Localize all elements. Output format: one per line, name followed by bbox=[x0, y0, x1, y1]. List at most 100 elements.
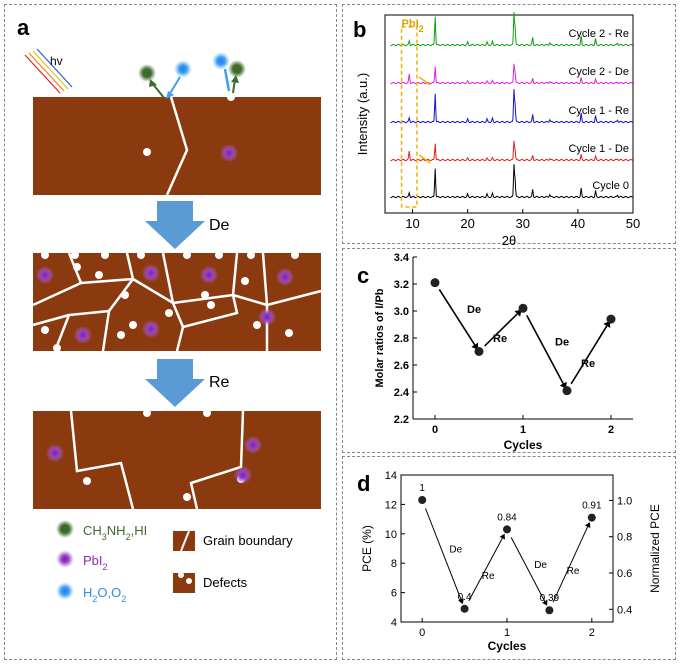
x-axis-label: Cycles bbox=[488, 639, 527, 653]
point-label: 0.84 bbox=[497, 512, 517, 523]
y-tick-label: 10 bbox=[385, 529, 397, 541]
trend-arrow bbox=[438, 288, 476, 346]
arrow-label: Re bbox=[493, 333, 507, 345]
xrd-chart: b 10 20 30 40 50 2θ Intensity (a.u.) Cycle 0 Cyc… bbox=[353, 12, 640, 248]
pbi2-highlight-box bbox=[400, 26, 418, 208]
h2o-o2-molecule bbox=[174, 60, 192, 78]
film-block-recovered bbox=[33, 411, 321, 509]
ch3nh2-hi-molecule bbox=[228, 60, 246, 78]
panel-b: b 10 20 30 40 50 2θ Intensity (a.u.) Cycle 0 Cyc… bbox=[342, 4, 676, 248]
arrow-label: De bbox=[534, 560, 547, 571]
series-label: Cycle 0 bbox=[592, 180, 629, 192]
defect-dot bbox=[143, 148, 151, 156]
arrow-head bbox=[542, 599, 548, 606]
grain-boundary bbox=[165, 96, 189, 196]
panel-d: d 4 6 8 10 12 14 0.4 0.6 0.8 1.0 0 1 2 Cycles PCE (%) N… bbox=[342, 456, 676, 660]
arrow-label: Re bbox=[567, 566, 580, 577]
pbi2-particle bbox=[46, 444, 64, 462]
series-label: Cycle 1 - De bbox=[568, 143, 629, 155]
film-block-initial bbox=[33, 97, 321, 195]
point-label: 1 bbox=[419, 483, 425, 494]
y2-tick-label: 0.4 bbox=[617, 604, 632, 616]
y-tick-label: 2.6 bbox=[394, 360, 409, 372]
xrd-series-line bbox=[390, 140, 633, 162]
x-tick-label: 1 bbox=[504, 627, 510, 639]
arrow-label: Re bbox=[581, 358, 595, 370]
x-tick-label: 40 bbox=[571, 216, 585, 231]
x-tick-label: 30 bbox=[516, 216, 530, 231]
y-tick-label: 3.2 bbox=[394, 279, 409, 291]
legend-grain-label: Grain boundary bbox=[203, 533, 293, 548]
y-tick-label: 6 bbox=[391, 588, 397, 600]
legend-ch3-label: CH3NH2,HI bbox=[83, 523, 147, 542]
process-arrow bbox=[145, 201, 205, 249]
y-tick-label: 14 bbox=[385, 470, 397, 482]
x-tick-label: 10 bbox=[405, 216, 419, 231]
x-tick-label: 2 bbox=[589, 627, 595, 639]
trend-arrow bbox=[552, 526, 589, 603]
data-point bbox=[418, 495, 427, 504]
x-axis-label: 2θ bbox=[502, 233, 516, 245]
arrow-label: De bbox=[467, 304, 481, 316]
pbi2-particle bbox=[234, 466, 252, 484]
x-tick-label: 2 bbox=[608, 424, 614, 436]
y-axis-label: Molar ratios of I/Pb bbox=[374, 288, 386, 387]
x-tick-label: 20 bbox=[460, 216, 474, 231]
data-point bbox=[545, 606, 554, 615]
y-tick-label: 12 bbox=[385, 499, 397, 511]
molar-ratio-chart: c 2.2 2.4 2.6 2.8 3.0 3.2 3.4 0 1 2 Cycles Molar ra… bbox=[357, 252, 633, 452]
arrow-label: Re bbox=[482, 571, 495, 582]
arrow-head bbox=[584, 522, 591, 528]
panel-b-letter: b bbox=[353, 17, 366, 42]
x-axis-label: Cycles bbox=[504, 438, 543, 452]
arrow-label: De bbox=[555, 336, 569, 348]
data-point bbox=[503, 525, 511, 534]
arrow-head bbox=[499, 533, 505, 540]
y2-tick-label: 0.8 bbox=[617, 532, 632, 544]
legend-defects-label: Defects bbox=[203, 575, 248, 590]
panel-c-letter: c bbox=[357, 263, 369, 288]
y2-tick-label: 0.6 bbox=[617, 568, 632, 580]
panel-c: c 2.2 2.4 2.6 2.8 3.0 3.2 3.4 0 1 2 Cycles Molar ra… bbox=[342, 248, 676, 453]
pbi2-particle bbox=[220, 144, 238, 162]
trend-arrow bbox=[484, 313, 518, 347]
legend-defects-icon bbox=[173, 573, 195, 593]
y2-tick-label: 1.0 bbox=[617, 495, 632, 507]
y-axis-label: PCE (%) bbox=[360, 525, 374, 572]
y-tick-label: 2.4 bbox=[394, 387, 410, 399]
defect-dot bbox=[227, 93, 235, 101]
y-tick-label: 3.0 bbox=[394, 306, 409, 318]
y-tick-label: 2.8 bbox=[394, 333, 409, 345]
xrd-series-line bbox=[390, 63, 633, 85]
pbi2-pointer-arrow bbox=[418, 76, 431, 86]
panel-d-letter: d bbox=[357, 471, 370, 496]
data-point bbox=[606, 314, 616, 324]
series-label: Cycle 2 - Re bbox=[568, 28, 629, 40]
light-rays-icon bbox=[24, 48, 73, 94]
y-tick-label: 8 bbox=[391, 558, 397, 570]
h2o-o2-molecule bbox=[212, 52, 230, 70]
x-tick-label: 1 bbox=[520, 424, 526, 436]
defect-dots bbox=[41, 251, 299, 352]
step-de-label: De bbox=[209, 217, 230, 234]
trend-arrow bbox=[468, 537, 503, 602]
pbi2-annotation: PbI2 bbox=[402, 18, 424, 34]
trend-arrow bbox=[510, 537, 546, 602]
y-axis-label: Intensity (a.u.) bbox=[355, 73, 370, 155]
trend-arrow bbox=[526, 314, 564, 384]
y-tick-label: 4 bbox=[391, 617, 397, 629]
panel-a-svg: a hv De bbox=[17, 15, 322, 604]
point-label: 0.91 bbox=[582, 501, 602, 512]
legend-h2o-icon bbox=[56, 582, 74, 600]
data-point bbox=[430, 278, 440, 288]
series-label: Cycle 1 - Re bbox=[568, 105, 629, 117]
step-re-label: Re bbox=[209, 374, 230, 391]
xrd-series-line bbox=[390, 12, 633, 47]
grain-boundary bbox=[69, 410, 245, 510]
data-point bbox=[518, 303, 528, 313]
trend-arrow bbox=[425, 508, 462, 600]
point-label: 0.39 bbox=[540, 593, 560, 604]
legend-pbi2-label: PbI2 bbox=[83, 553, 108, 572]
data-point bbox=[460, 604, 469, 613]
